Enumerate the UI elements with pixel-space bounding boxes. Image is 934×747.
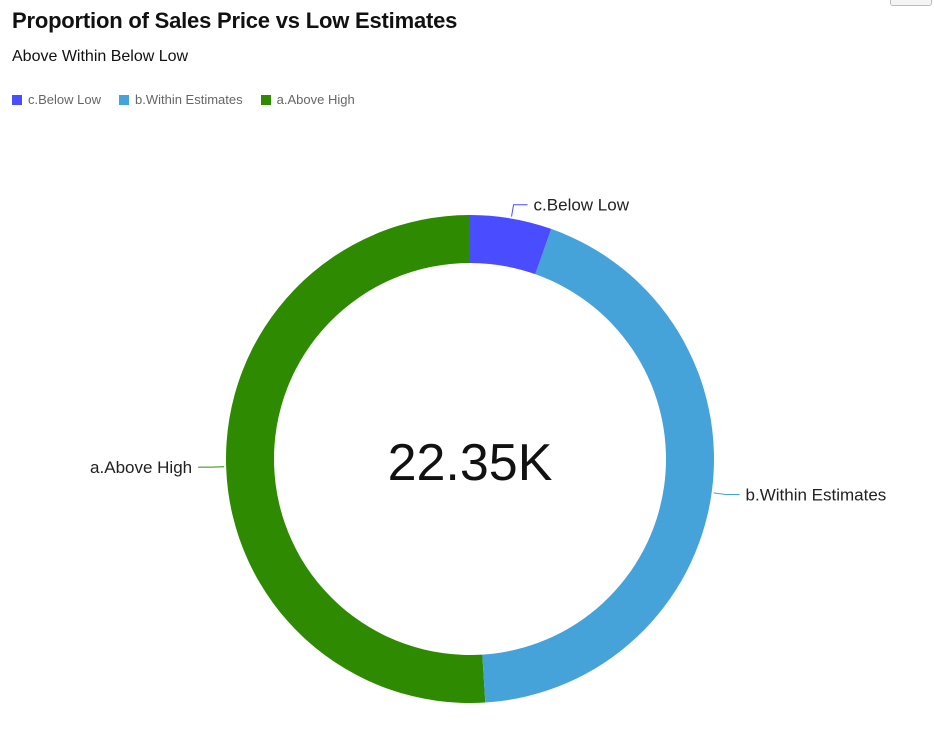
donut-slice-c-below-low[interactable] — [470, 215, 552, 275]
legend-swatch — [118, 94, 129, 105]
leader-line — [713, 492, 740, 496]
slice-label: a.Above High — [90, 458, 192, 477]
legend-swatch — [260, 94, 271, 105]
legend: c.Below Low b.Within Estimates a.Above H… — [12, 92, 355, 107]
legend-label: c.Below Low — [28, 92, 101, 107]
leader-line — [511, 204, 528, 217]
chart-title: Proportion of Sales Price vs Low Estimat… — [12, 8, 458, 33]
center-total-label: 22.35K — [388, 434, 553, 492]
legend-item-within-estimates[interactable]: b.Within Estimates — [118, 92, 243, 107]
legend-label: b.Within Estimates — [134, 92, 243, 107]
legend-swatch — [12, 94, 22, 105]
chart-subtitle: Above Within Below Low — [12, 48, 189, 65]
slice-label: b.Within Estimates — [746, 486, 887, 505]
window-control[interactable] — [890, 0, 932, 6]
legend-label: a.Above High — [276, 92, 355, 107]
slice-label: c.Below Low — [534, 196, 630, 215]
donut-slice-b-within-estimates[interactable] — [482, 228, 714, 703]
legend-item-above-high[interactable]: a.Above High — [260, 92, 355, 107]
legend-item-below-low[interactable]: c.Below Low — [12, 92, 101, 107]
donut-slice-a-above-high[interactable] — [225, 215, 486, 703]
